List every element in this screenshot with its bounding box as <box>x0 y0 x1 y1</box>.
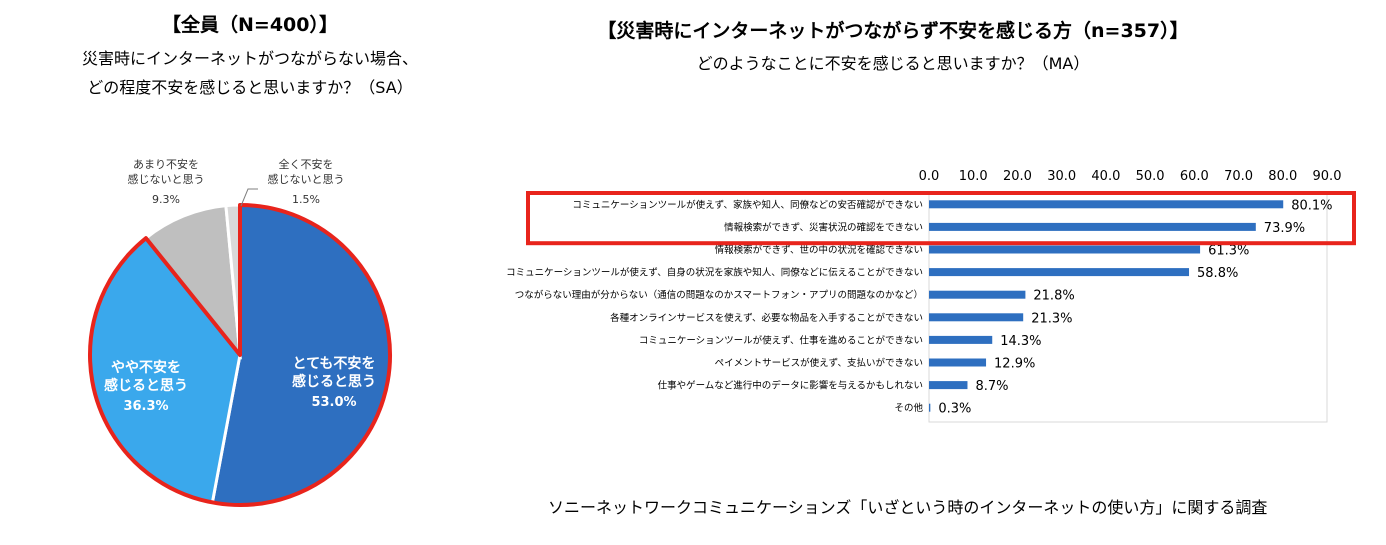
x-tick-label: 10.0 <box>959 169 988 184</box>
category-label: コミュニケーションツールが使えず、自身の状況を家族や知人、同僚などに伝えることが… <box>506 267 923 279</box>
slice-2-value-label: 36.3% <box>123 399 168 414</box>
bar <box>929 200 1284 209</box>
slice-2-label: やや不安を <box>111 359 181 376</box>
slice-3-value-label: 9.3% <box>152 193 180 206</box>
slice-4-value-label: 1.5% <box>292 193 320 206</box>
category-label: つながらない理由が分からない（通信の問題なのかスマートフォン・アプリの問題なのか… <box>515 289 923 301</box>
category-label: その他 <box>894 402 923 414</box>
bar <box>929 335 993 344</box>
slice-1-label: 感じると思う <box>292 373 376 390</box>
bar-chart: 0.0 10.0 20.0 30.0 40.0 50.0 60.0 70.0 80.0 90.0 コ… <box>506 169 1356 423</box>
x-tick-label: 70.0 <box>1224 169 1253 184</box>
value-label: 21.3% <box>1031 311 1072 326</box>
value-label: 21.8% <box>1033 289 1074 304</box>
slice-3-label: あまり不安を <box>133 157 199 171</box>
bar-subtitle: どのようなことに不安を感じると思いますか？（MA） <box>696 54 1090 73</box>
x-tick-label: 0.0 <box>919 169 940 184</box>
value-label: 12.9% <box>994 357 1035 372</box>
bar <box>929 290 1026 299</box>
value-label: 73.9% <box>1264 221 1305 236</box>
highlight-box <box>526 191 1356 246</box>
slice-3-label: 感じないと思う <box>128 173 205 186</box>
category-label: コミュニケーションツールが使えず、仕事を進めることができない <box>639 334 923 346</box>
value-label: 8.7% <box>975 379 1008 394</box>
slice-4-label: 全く不安を <box>279 157 334 171</box>
slice-4-label: 感じないと思う <box>268 173 345 186</box>
category-label: 各種オンラインサービスを使えず、必要な物品を入手することができない <box>610 312 923 324</box>
bar <box>929 268 1190 277</box>
bar <box>929 358 987 367</box>
x-tick-label: 30.0 <box>1047 169 1076 184</box>
slice-1-value-label: 53.0% <box>311 395 356 410</box>
x-tick-label: 80.0 <box>1268 169 1297 184</box>
x-tick-label: 90.0 <box>1313 169 1342 184</box>
leader-line <box>240 188 258 207</box>
pie-title: 【全員（N=400）】 <box>162 14 338 36</box>
pie-highlight-outline <box>88 203 392 507</box>
value-label: 61.3% <box>1208 244 1249 259</box>
value-label: 58.8% <box>1197 266 1238 281</box>
pie-subtitle-line1: 災害時にインターネットがつながらない場合、 <box>81 49 419 68</box>
bar <box>929 403 931 412</box>
x-tick-label: 60.0 <box>1180 169 1209 184</box>
bar <box>929 245 1201 254</box>
bar-title: 【災害時にインターネットがつながらず不安を感じる方（n=357）】 <box>597 20 1189 42</box>
x-tick-label: 50.0 <box>1136 169 1165 184</box>
category-label: 情報検索ができず、災害状況の確認をできない <box>724 221 923 233</box>
value-label: 80.1% <box>1291 198 1332 213</box>
x-tick-label: 40.0 <box>1091 169 1120 184</box>
slice-2-label: 感じると思う <box>104 377 188 394</box>
value-label: 14.3% <box>1000 334 1041 349</box>
source-note: ソニーネットワークコミュニケーションズ「いざという時のインターネットの使い方」に… <box>548 498 1268 517</box>
pie-chart: とても不安を感じると思う53.0%やや不安を感じると思う36.3%あまり不安を感… <box>88 157 392 507</box>
x-tick-label: 20.0 <box>1003 169 1032 184</box>
bar <box>929 313 1024 322</box>
category-label: 情報検索ができず、世の中の状況を確認できない <box>715 244 923 256</box>
bar <box>929 381 968 390</box>
category-label: コミュニケーションツールが使えず、家族や知人、同僚などの安否確認ができない <box>572 199 923 211</box>
pie-subtitle-line2: どの程度不安を感じると思いますか？（SA） <box>87 78 413 97</box>
category-label: 仕事やゲームなど進行中のデータに影響を与えるかもしれない <box>658 380 923 392</box>
slice-1-label: とても不安を <box>293 355 376 372</box>
category-label: ペイメントサービスが使えず、支払いができない <box>715 357 923 369</box>
value-label: 0.3% <box>938 402 971 417</box>
bar <box>929 222 1256 231</box>
